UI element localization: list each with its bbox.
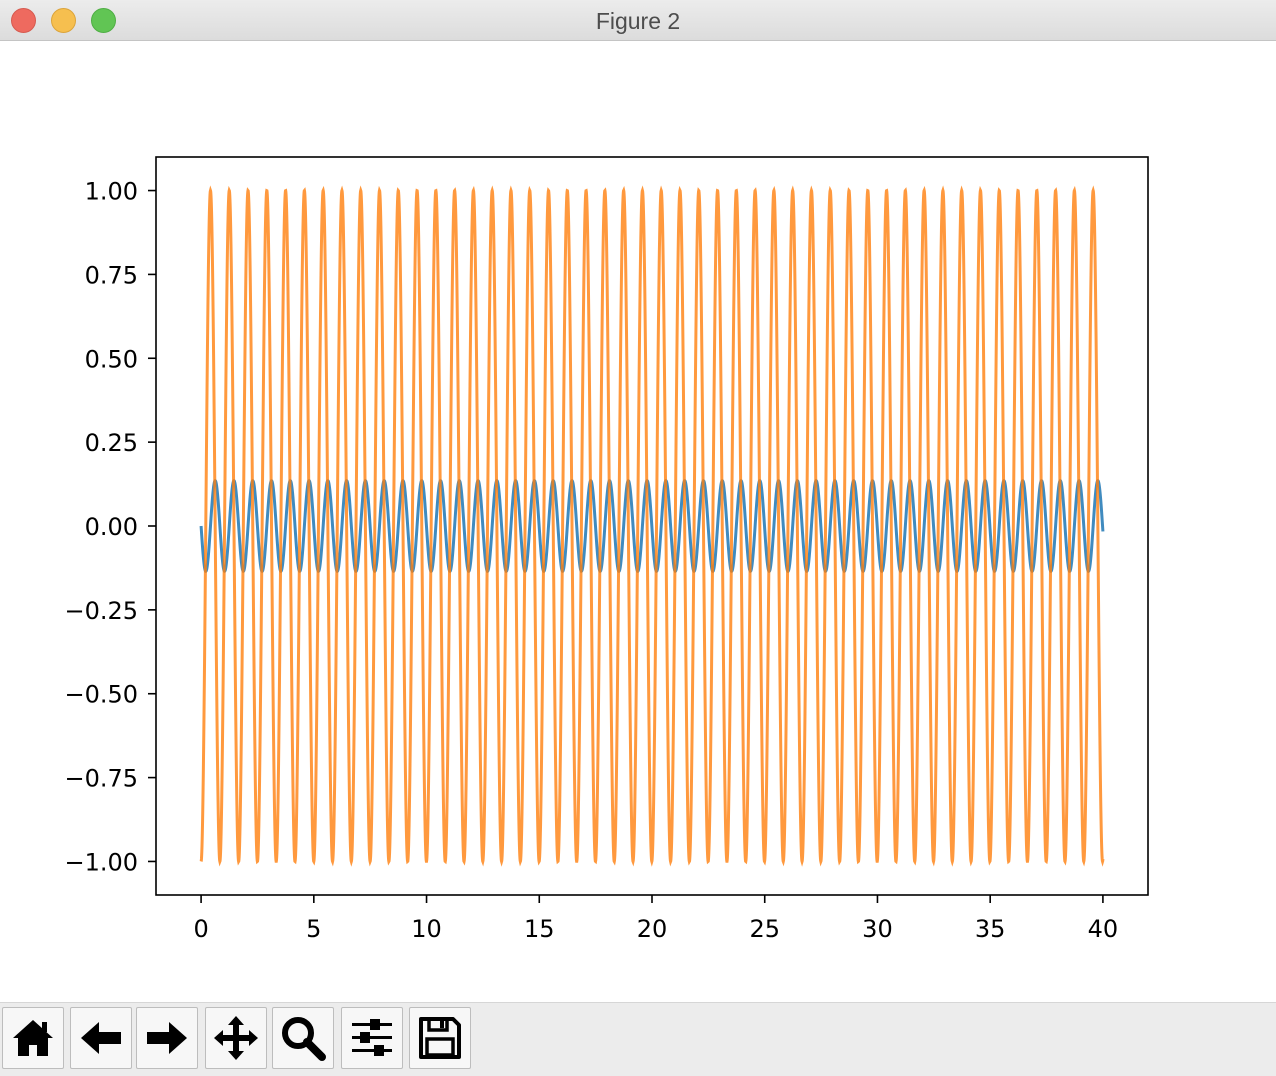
configure-subplots-button[interactable] <box>341 1007 403 1069</box>
y-tick-label: 1.00 <box>85 178 138 206</box>
window-title: Figure 2 <box>595 8 681 34</box>
x-tick-label: 35 <box>975 915 1006 943</box>
x-tick-label: 5 <box>306 915 321 943</box>
y-tick-label: −0.75 <box>64 765 138 793</box>
x-axis: 0 5 10 15 20 25 30 35 40 <box>193 895 1118 943</box>
x-tick-label: 30 <box>862 915 893 943</box>
move-icon <box>214 1016 258 1060</box>
y-tick-label: 0.75 <box>85 261 138 289</box>
y-tick-label: −0.50 <box>64 681 138 709</box>
window-titlebar: Figure 2 <box>0 0 1276 41</box>
maximize-window-button[interactable] <box>91 8 116 33</box>
series-line-2 <box>199 185 1105 867</box>
magnifier-icon <box>282 1017 326 1061</box>
arrow-left-icon <box>81 1022 121 1054</box>
x-tick-label: 20 <box>637 915 668 943</box>
y-tick-label: 0.00 <box>85 513 138 541</box>
arrow-right-icon <box>147 1022 187 1054</box>
forward-button[interactable] <box>136 1007 198 1069</box>
x-tick-label: 40 <box>1088 915 1119 943</box>
home-button[interactable] <box>2 1007 64 1069</box>
floppy-disk-icon <box>419 1017 461 1059</box>
y-tick-label: −0.25 <box>64 597 138 625</box>
pan-button[interactable] <box>205 1007 267 1069</box>
y-axis: 1.00 0.75 0.50 0.25 0.00 −0.25 −0.50 −0.75 −1.00 <box>64 178 156 876</box>
save-button[interactable] <box>409 1007 471 1069</box>
zoom-button[interactable] <box>272 1007 334 1069</box>
series-line-1 <box>199 479 1105 573</box>
y-tick-label: −1.00 <box>64 848 138 876</box>
y-tick-label: 0.25 <box>85 429 138 457</box>
x-tick-label: 0 <box>193 915 208 943</box>
y-tick-label: 0.50 <box>85 345 138 373</box>
x-tick-label: 15 <box>524 915 555 943</box>
minimize-window-button[interactable] <box>51 8 76 33</box>
x-tick-label: 25 <box>749 915 780 943</box>
sliders-icon <box>352 1019 392 1056</box>
x-tick-label: 10 <box>411 915 442 943</box>
figure-canvas: 0 5 10 15 20 25 30 35 40 1.00 0.75 0.50 0.25 0.00 −0.… <box>64 156 1149 943</box>
back-button[interactable] <box>70 1007 132 1069</box>
home-icon <box>13 1020 53 1056</box>
close-window-button[interactable] <box>11 8 36 33</box>
navigation-toolbar <box>0 1002 1276 1076</box>
plot-lines <box>199 185 1105 867</box>
